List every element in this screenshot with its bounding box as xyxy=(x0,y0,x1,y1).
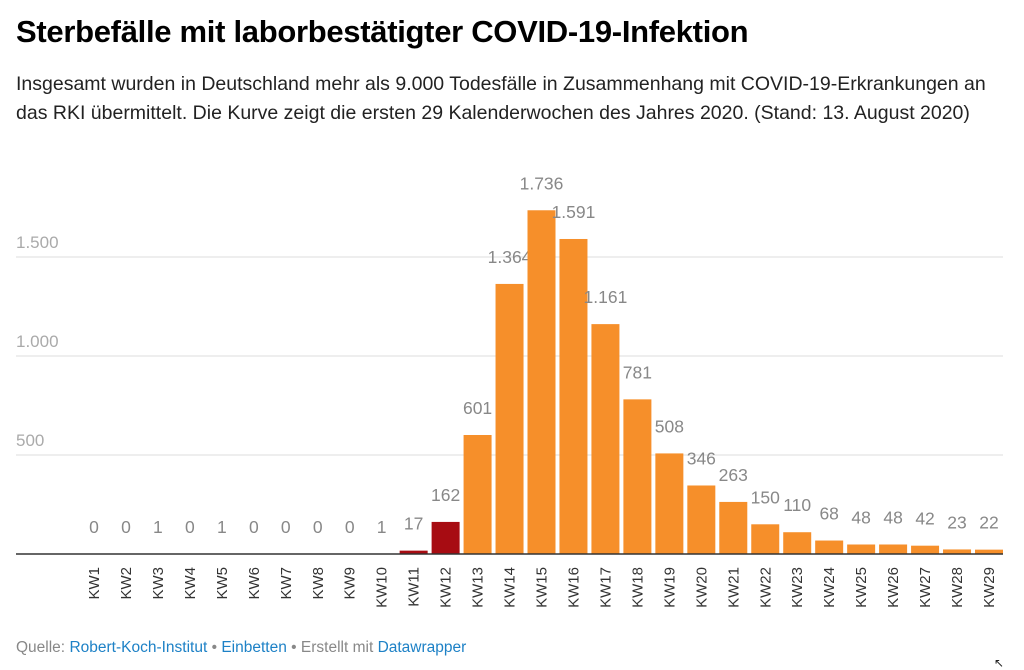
value-label: 0 xyxy=(249,517,259,537)
value-label: 110 xyxy=(783,495,811,515)
x-tick-label: KW12 xyxy=(438,567,455,608)
bar xyxy=(687,485,715,554)
value-label: 1.591 xyxy=(552,202,596,222)
x-tick-label: KW19 xyxy=(661,567,678,608)
x-tick-label: KW9 xyxy=(342,567,359,600)
x-tick-label: KW27 xyxy=(917,567,934,608)
value-label: 0 xyxy=(89,517,99,537)
bar xyxy=(464,435,492,554)
bar xyxy=(783,532,811,554)
bar xyxy=(655,453,683,554)
value-label: 17 xyxy=(404,514,423,534)
y-tick-label: 1.000 xyxy=(16,332,59,351)
x-tick-label: KW14 xyxy=(502,567,519,608)
value-label: 263 xyxy=(719,465,748,485)
bar xyxy=(847,544,875,554)
value-label: 0 xyxy=(313,517,323,537)
x-tick-label: KW11 xyxy=(406,567,423,607)
datawrapper-link[interactable]: Datawrapper xyxy=(378,639,467,656)
x-tick-label: KW10 xyxy=(374,567,391,608)
x-tick-label: KW3 xyxy=(150,567,167,600)
value-label: 0 xyxy=(185,517,195,537)
value-label: 508 xyxy=(655,416,684,436)
value-label: 162 xyxy=(431,485,460,505)
bar xyxy=(528,210,556,554)
footer: Quelle: Robert-Koch-Institut • Einbetten… xyxy=(16,639,466,657)
separator: • xyxy=(291,639,296,656)
value-label: 42 xyxy=(915,509,934,529)
value-label: 22 xyxy=(979,513,998,533)
value-label: 1.364 xyxy=(488,247,532,267)
value-label: 23 xyxy=(947,512,966,532)
value-label: 1 xyxy=(377,517,387,537)
embed-link[interactable]: Einbetten xyxy=(221,639,287,656)
x-tick-label: KW4 xyxy=(182,567,199,600)
value-label: 48 xyxy=(851,507,870,527)
value-label: 346 xyxy=(687,448,716,468)
x-tick-label: KW15 xyxy=(534,567,551,608)
bar xyxy=(591,324,619,554)
x-tick-label: KW22 xyxy=(757,567,774,608)
bar xyxy=(623,399,651,554)
source-prefix: Quelle: xyxy=(16,639,65,656)
value-label: 48 xyxy=(883,507,902,527)
x-tick-label: KW1 xyxy=(86,567,103,600)
separator: • xyxy=(212,639,217,656)
x-tick-label: KW16 xyxy=(565,567,582,608)
bar xyxy=(719,502,747,554)
x-tick-label: KW18 xyxy=(629,567,646,608)
value-label: 150 xyxy=(751,487,780,507)
y-tick-label: 500 xyxy=(16,431,44,450)
value-label: 0 xyxy=(121,517,131,537)
x-tick-label: KW2 xyxy=(118,567,135,600)
bar-chart: 5001.0001.5000KW10KW21KW30KW41KW50KW60KW… xyxy=(0,0,1024,630)
x-tick-label: KW29 xyxy=(981,567,998,608)
bar xyxy=(815,541,843,554)
x-tick-label: KW23 xyxy=(789,567,806,608)
bar xyxy=(496,284,524,554)
value-label: 601 xyxy=(463,398,492,418)
value-label: 1.161 xyxy=(584,287,628,307)
x-tick-label: KW7 xyxy=(278,567,295,600)
x-tick-label: KW5 xyxy=(214,567,231,600)
x-tick-label: KW25 xyxy=(853,567,870,608)
bar xyxy=(751,524,779,554)
value-label: 1 xyxy=(153,517,163,537)
x-tick-label: KW28 xyxy=(949,567,966,608)
x-tick-label: KW6 xyxy=(246,567,263,600)
bar xyxy=(911,546,939,554)
value-label: 0 xyxy=(345,517,355,537)
value-label: 0 xyxy=(281,517,291,537)
x-tick-label: KW24 xyxy=(821,567,838,608)
x-tick-label: KW17 xyxy=(597,567,614,608)
x-tick-label: KW26 xyxy=(885,567,902,608)
y-tick-label: 1.500 xyxy=(16,233,59,252)
value-label: 781 xyxy=(623,362,652,382)
value-label: 1 xyxy=(217,517,227,537)
bar xyxy=(879,544,907,554)
x-tick-label: KW13 xyxy=(470,567,487,608)
created-with-text: Erstellt mit xyxy=(301,639,373,656)
value-label: 1.736 xyxy=(520,173,564,193)
value-label: 68 xyxy=(819,504,838,524)
x-tick-label: KW20 xyxy=(693,567,710,608)
source-link[interactable]: Robert-Koch-Institut xyxy=(69,639,207,656)
bar xyxy=(432,522,460,554)
x-tick-label: KW8 xyxy=(310,567,327,600)
x-tick-label: KW21 xyxy=(725,567,742,608)
